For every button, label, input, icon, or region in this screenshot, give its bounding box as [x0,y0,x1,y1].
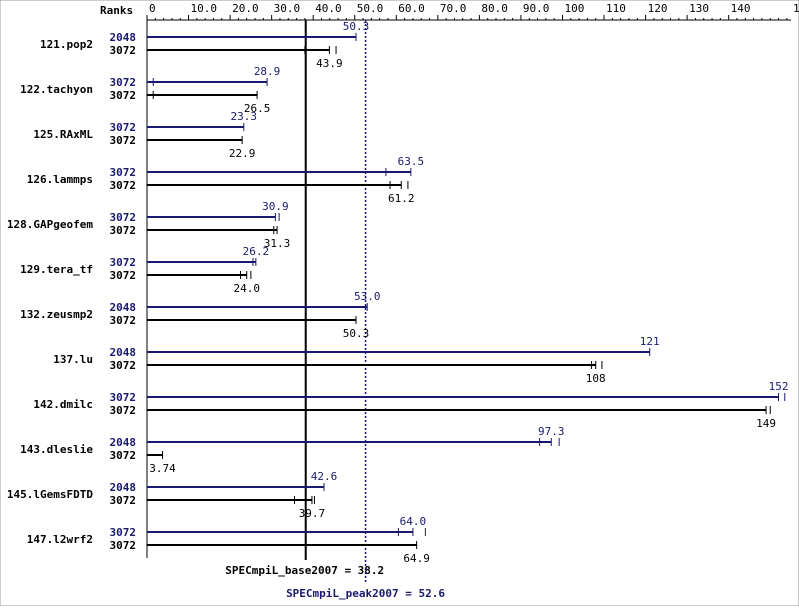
base-value-label: 26.5 [244,102,271,115]
peak-ranks-label: 2048 [110,31,137,44]
benchmark-row: 129.tera_tf 3072 26.2 3072 24.0 [20,245,269,295]
base-ranks-label: 3072 [110,314,137,327]
benchmark-name: 132.zeusmp2 [20,308,93,321]
benchmark-name: 128.GAPgeofem [7,218,93,231]
base-value-label: 61.2 [388,192,415,205]
peak-value-label: 97.3 [538,425,565,438]
peak-ranks-label: 3072 [110,76,137,89]
x-tick-label: 70.0 [440,2,467,15]
peak-value-label: 26.2 [243,245,270,258]
peak-ranks-label: 3072 [110,121,137,134]
x-tick-label: 20.0 [232,2,259,15]
base-value-label: 43.9 [316,57,343,70]
base-value-label: 3.74 [149,462,176,475]
base-ranks-label: 3072 [110,404,137,417]
benchmark-row: 128.GAPgeofem 3072 30.9 3072 31.3 [7,200,290,250]
x-tick-label: 140 [731,2,751,15]
benchmark-rows: 121.pop2204850.3307243.9122.tachyon30722… [7,20,789,565]
base-ranks-label: 3072 [110,89,137,102]
base-value-label: 22.9 [229,147,256,160]
base-ranks-label: 3072 [110,539,137,552]
peak-ranks-label: 3072 [110,211,137,224]
x-tick-label: 90.0 [523,2,550,15]
benchmark-name: 137.lu [53,353,93,366]
peak-value-label: 121 [640,335,660,348]
base-ranks-label: 3072 [110,449,137,462]
benchmark-row: 121.pop2 2048 50.3 3072 43.9 [40,20,369,70]
peak-reference-label: SPECmpiL_peak2007 = 52.6 [286,587,445,600]
x-tick-label: 110 [606,2,626,15]
base-reference-label: SPECmpiL_base2007 = 38.2 [225,564,384,577]
base-ranks-label: 3072 [110,44,137,57]
benchmark-row: 142.dmilc 3072 152 3072 149 [33,380,788,430]
peak-value-label: 152 [769,380,789,393]
benchmark-name: 122.tachyon [20,83,93,96]
x-tick-label: 100 [564,2,584,15]
base-ranks-label: 3072 [110,224,137,237]
benchmark-row: 145.lGemsFDTD 2048 42.6 3072 39.7 [7,470,337,520]
base-value-label: 108 [586,372,606,385]
benchmark-row: 132.zeusmp2 2048 53.0 3072 50.3 [20,290,380,340]
peak-value-label: 64.0 [400,515,427,528]
base-value-label: 39.7 [299,507,326,520]
peak-value-label: 23.3 [231,110,258,123]
peak-ranks-label: 2048 [110,436,137,449]
peak-ranks-label: 2048 [110,301,137,314]
base-value-label: 149 [756,417,776,430]
base-ranks-label: 3072 [110,494,137,507]
benchmark-name: 126.lammps [27,173,93,186]
peak-value-label: 30.9 [262,200,289,213]
peak-value-label: 28.9 [254,65,281,78]
peak-ranks-label: 3072 [110,166,137,179]
peak-ranks-label: 3072 [110,256,137,269]
benchmark-name: 147.l2wrf2 [27,533,93,546]
reference-lines: SPECmpiL_base2007 = 38.2 SPECmpiL_peak200… [225,20,445,600]
peak-value-label: 50.3 [343,20,370,33]
x-tick-label: 0 [149,2,156,15]
peak-ranks-label: 3072 [110,526,137,539]
peak-ranks-label: 2048 [110,481,137,494]
benchmark-row: 126.lammps 3072 63.5 3072 61.2 [27,155,424,205]
benchmark-row: 122.tachyon 3072 28.9 3072 26.5 [20,65,280,115]
base-value-label: 24.0 [233,282,260,295]
x-tick-label: 155 [793,2,799,15]
x-tick-label: 40.0 [315,2,342,15]
x-tick-label: 10.0 [191,2,218,15]
peak-value-label: 42.6 [311,470,338,483]
peak-ranks-label: 2048 [110,346,137,359]
benchmark-name: 125.RAxML [33,128,93,141]
x-tick-label: 130 [689,2,709,15]
x-tick-label: 80.0 [481,2,508,15]
benchmark-row: 143.dleslie 2048 97.3 3072 3.74 [20,425,564,475]
axis-title: Ranks [100,4,133,17]
benchmark-name: 121.pop2 [40,38,93,51]
peak-value-label: 63.5 [398,155,425,168]
peak-ranks-label: 3072 [110,391,137,404]
peak-value-label: 53.0 [354,290,381,303]
x-axis: 0 10.0 20.0 30.0 40.0 50.0 60.0 70.0 80.0 90.0 100… [146,2,799,558]
x-tick-label: 50.0 [357,2,384,15]
benchmark-row: 137.lu 2048 121 3072 108 [53,335,659,385]
base-ranks-label: 3072 [110,269,137,282]
base-ranks-label: 3072 [110,359,137,372]
benchmark-name: 143.dleslie [20,443,93,456]
base-ranks-label: 3072 [110,134,137,147]
x-tick-label: 30.0 [274,2,301,15]
base-value-label: 31.3 [264,237,291,250]
base-ranks-label: 3072 [110,179,137,192]
x-tick-label: 120 [648,2,668,15]
base-value-label: 64.9 [403,552,430,565]
benchmark-name: 129.tera_tf [20,263,93,276]
x-tick-label: 60.0 [398,2,425,15]
benchmark-row: 125.RAxML 3072 23.3 3072 22.9 [33,110,257,160]
benchmark-name: 145.lGemsFDTD [7,488,93,501]
base-value-label: 50.3 [343,327,370,340]
benchmark-name: 142.dmilc [33,398,93,411]
benchmark-row: 147.l2wrf2 3072 64.0 3072 64.9 [27,515,430,565]
